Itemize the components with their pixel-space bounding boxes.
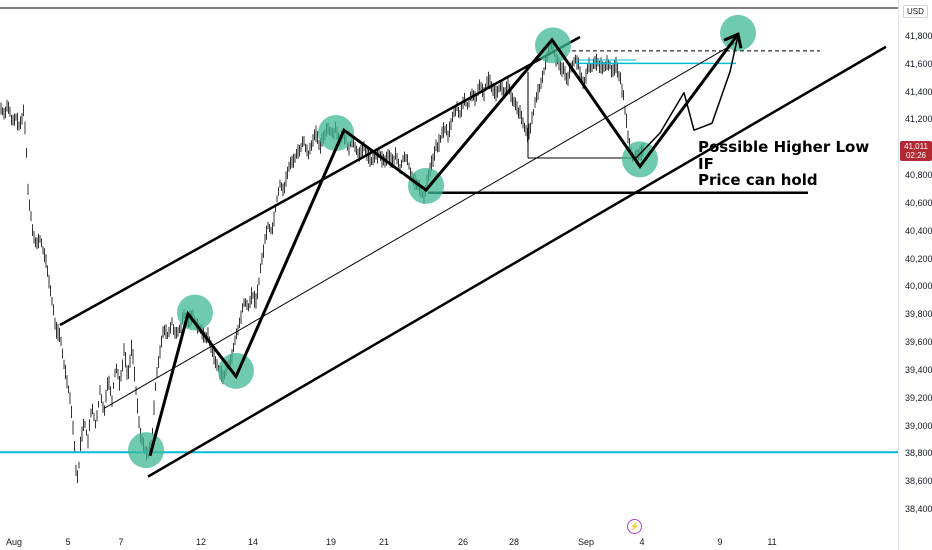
price-tick-label: 41,400: [905, 86, 932, 97]
pivot-highlight-circle: [622, 141, 658, 178]
chart-background: [0, 0, 898, 550]
currency-label[interactable]: USD: [903, 5, 928, 18]
annotation-line-3: Price can hold: [698, 171, 818, 189]
date-tick-label: 7: [118, 537, 124, 547]
annotation-line-1: Possible Higher Low: [698, 138, 870, 156]
last-price-value: 41,011: [904, 142, 928, 151]
price-tick-label: 40,000: [905, 281, 932, 292]
last-price-countdown: 02:26: [905, 151, 927, 160]
pivot-highlight-circle: [408, 167, 444, 204]
price-tick-label: 40,200: [905, 253, 932, 264]
channel-midline: [103, 42, 737, 409]
date-tick-label: Sep: [577, 537, 595, 547]
price-tick-label: 39,400: [905, 364, 932, 375]
channel-upper-line: [59, 35, 581, 327]
channel-lower-line: [147, 45, 887, 478]
price-tick-label: 39,600: [905, 337, 932, 348]
price-tick-label: 39,000: [905, 420, 932, 431]
date-tick-label: 5: [65, 537, 71, 547]
date-tick-label: 11: [767, 537, 777, 547]
price-chart[interactable]: [0, 0, 898, 550]
price-tick-label: 39,200: [905, 392, 932, 403]
price-tick-label: 38,600: [905, 476, 932, 487]
price-tick-label: 40,800: [905, 170, 932, 181]
zigzag-path: [148, 33, 740, 457]
price-tick-label: 40,400: [905, 225, 932, 236]
event-icon[interactable]: ⚡: [627, 519, 642, 534]
arrow-head: [723, 32, 743, 49]
date-tick-label: Aug: [5, 537, 23, 547]
date-tick-label: 26: [457, 537, 469, 547]
pivot-highlight-circle: [128, 432, 164, 469]
pivot-highlight-circle: [318, 114, 354, 151]
price-tick-label: 41,200: [905, 114, 932, 125]
date-tick-label: 12: [195, 537, 207, 547]
price-tick-label: 41,600: [905, 58, 932, 69]
price-tick-label: 38,800: [905, 448, 932, 459]
date-tick-label: 21: [378, 537, 390, 547]
price-tick-label: 38,400: [905, 504, 932, 514]
price-axis[interactable]: [898, 0, 932, 550]
last-price-badge: 41,011 02:26: [900, 141, 932, 161]
drawing-overlays: [0, 14, 898, 478]
annotation-line-2: IF: [698, 155, 714, 173]
price-tick-label: 39,800: [905, 309, 932, 320]
price-tick-label: 40,600: [905, 197, 932, 208]
date-tick-label: 14: [247, 537, 259, 547]
price-tick-label: 41,800: [905, 31, 932, 41]
date-tick-label: 19: [325, 537, 337, 547]
date-tick-label: 28: [508, 537, 520, 547]
date-tick-label: 4: [639, 537, 645, 547]
pivot-highlight-circle: [218, 352, 254, 389]
projection-path: [635, 35, 739, 159]
date-tick-label: 9: [717, 537, 723, 547]
